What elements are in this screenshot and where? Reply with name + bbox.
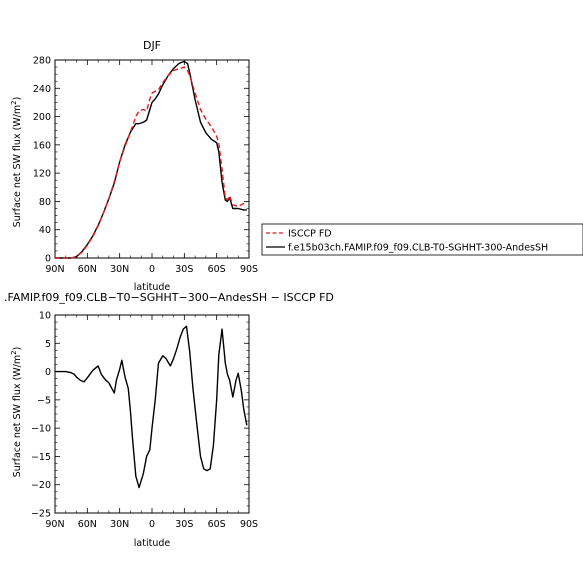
bottom-y-axis-label: Surface net SW flux (W/m2) — [10, 347, 23, 478]
legend-box — [261, 223, 583, 256]
top-y-tick-label: 280 — [33, 56, 51, 67]
top-y-tick-label: 0 — [45, 254, 51, 265]
legend-label-isccp: ISCCP FD — [288, 229, 332, 240]
top-plot-area: 90N 60N 30N 0 30S 60S 90S 0 40 80 120 160 200 240 280 — [33, 56, 258, 276]
bottom-y-tick-label: 5 — [45, 339, 51, 350]
top-series-line-1 — [55, 60, 247, 259]
bottom-y-tick-label: 0 — [45, 367, 51, 378]
top-y-axis-label: Surface net SW flux (W/m2) — [10, 97, 23, 228]
bottom-y-tick-label: −5 — [37, 395, 51, 406]
bottom-y-tick-label: −20 — [31, 480, 51, 491]
bottom-x-axis-label: latitude — [134, 538, 171, 549]
bottom-y-tick-label: −15 — [31, 452, 51, 463]
legend-label-model: f.e15b03ch.FAMIP.f09_f09.CLB-T0-SGHHT-30… — [288, 243, 548, 254]
bottom-x-tick-label: 30N — [110, 519, 129, 530]
bottom-x-tick-label: 60N — [78, 519, 97, 530]
top-y-tick-label: 160 — [33, 140, 51, 151]
bottom-x-tick-label: 0 — [149, 519, 155, 530]
top-x-tick-label: 60N — [78, 264, 97, 275]
top-x-tick-label: 0 — [149, 264, 155, 275]
bottom-x-tick-label: 60S — [208, 519, 226, 530]
legend: ISCCP FD f.e15b03ch.FAMIP.f09_f09.CLB-T0… — [261, 223, 583, 256]
top-y-tick-label: 80 — [39, 197, 51, 208]
top-y-tick-label: 240 — [33, 84, 51, 95]
bottom-plot-area: 90N 60N 30N 0 30S 60S 90S −25 −20 −15 −10 −5 0 5 10 — [31, 311, 258, 531]
top-x-axis-label: latitude — [134, 282, 171, 293]
top-y-tick-label: 120 — [33, 169, 51, 180]
top-panel: DJF 90N 60N 30N 0 30S 60S 90S 0 40 80 120 160 200 240… — [10, 39, 583, 293]
top-x-tick-label: 30N — [110, 264, 129, 275]
top-x-tick-label: 60S — [208, 264, 226, 275]
bottom-y-tick-label: −10 — [31, 424, 51, 435]
top-x-tick-label: 90N — [45, 264, 64, 275]
top-x-tick-label: 90S — [240, 264, 258, 275]
bottom-x-tick-label: 90S — [240, 519, 258, 530]
top-chart-title: DJF — [143, 39, 161, 52]
bottom-series-line-0 — [55, 325, 248, 489]
top-y-tick-label: 200 — [33, 112, 51, 123]
top-y-tick-label: 40 — [39, 225, 51, 236]
bottom-x-tick-label: 90N — [45, 519, 64, 530]
bottom-y-tick-label: 10 — [39, 311, 51, 322]
bottom-x-tick-label: 30S — [175, 519, 193, 530]
bottom-panel: .FAMIP.f09_f09.CLB−T0−SGHHT−300−AndesSH … — [4, 291, 334, 549]
top-x-tick-label: 30S — [175, 264, 193, 275]
top-series-line-0 — [55, 66, 247, 259]
bottom-chart-title: .FAMIP.f09_f09.CLB−T0−SGHHT−300−AndesSH … — [4, 291, 334, 304]
bottom-y-tick-label: −25 — [31, 509, 51, 520]
